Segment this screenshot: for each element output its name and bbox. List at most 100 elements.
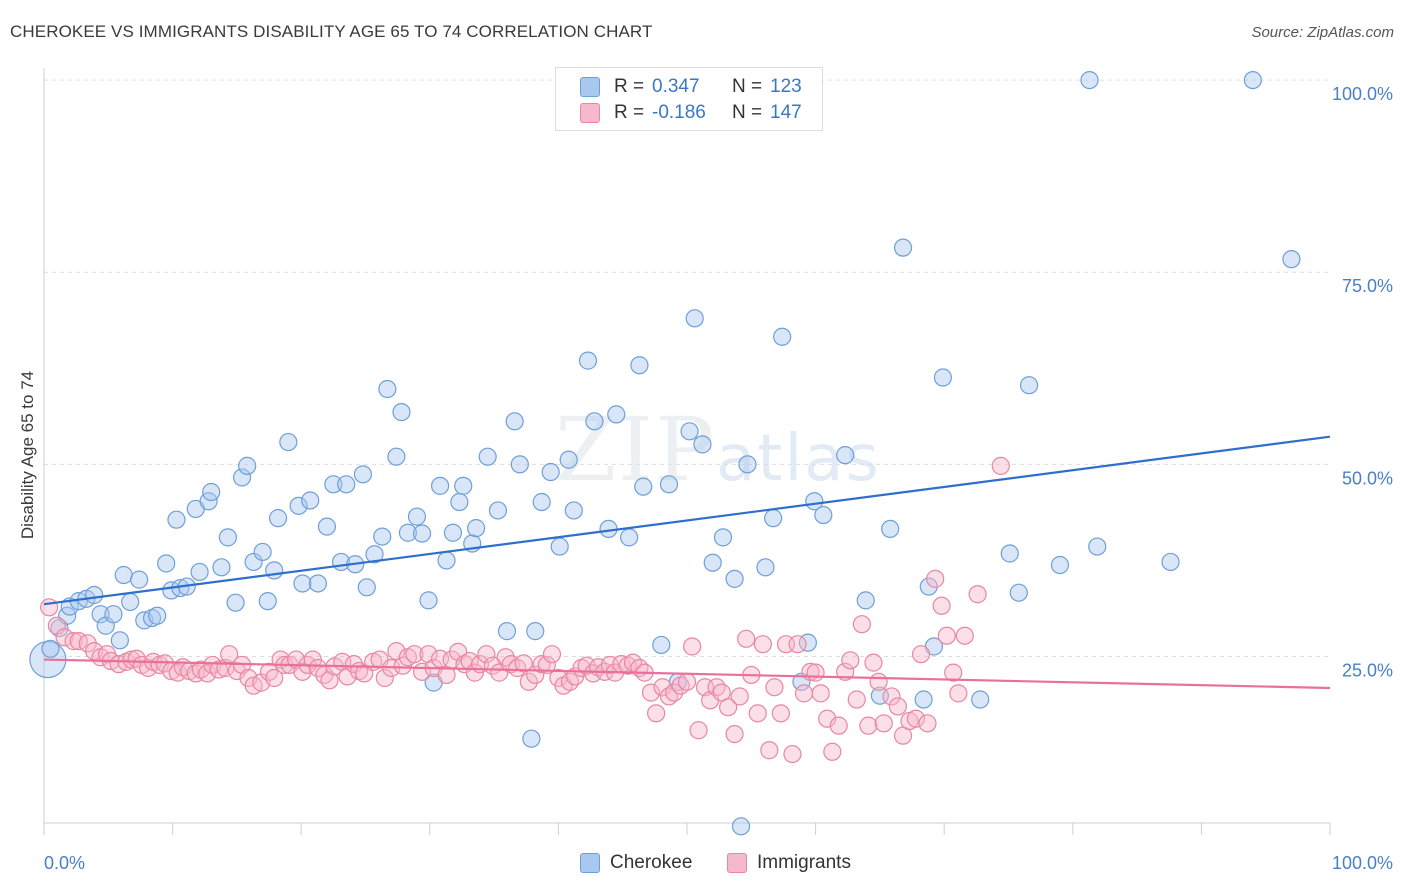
- immigrants-point-12: [122, 650, 141, 669]
- bottom-legend-immigrants[interactable]: Immigrants: [727, 852, 851, 874]
- cherokee-point-55: [407, 507, 427, 526]
- cherokee-point-83: [630, 356, 649, 375]
- cherokee-point-51: [378, 379, 397, 399]
- immigrants-point-20: [168, 663, 187, 682]
- tick-labels: 25.0% 50.0% 75.0% 100.0% 0.0% 100.0%: [44, 84, 1393, 873]
- y-tick-label-100: 100.0%: [1332, 84, 1393, 104]
- cherokee-point-76: [559, 450, 578, 469]
- cherokee-point-1: [41, 639, 60, 658]
- immigrants-point-118: [748, 704, 767, 723]
- immigrants-point-140: [874, 714, 893, 733]
- legend-r-value-cherokee: 0.347: [652, 76, 700, 97]
- immigrants-point-114: [725, 724, 744, 744]
- cherokee-point-43: [324, 475, 343, 494]
- immigrants-point-78: [514, 654, 533, 673]
- cherokee-point-93: [725, 569, 744, 588]
- trendlines: [43, 435, 1331, 690]
- watermark-zip: ZIP: [555, 398, 717, 501]
- y-tick-label-25: 25.0%: [1342, 660, 1393, 680]
- cherokee-point-120: [1243, 70, 1262, 90]
- cherokee-point-49: [365, 545, 384, 564]
- legend-n-label: N =: [732, 76, 763, 97]
- cherokee-point-30: [232, 468, 252, 487]
- cherokee-point-29: [226, 593, 245, 612]
- cherokee-point-104: [856, 591, 875, 610]
- immigrants-point-124: [783, 744, 802, 764]
- cherokee-point-61: [443, 523, 463, 542]
- cherokee-point-12: [114, 565, 133, 585]
- cherokee-point-106: [881, 519, 900, 539]
- immigrants-trendline: [43, 658, 1331, 690]
- cherokee-point-8: [91, 605, 110, 624]
- immigrants-point-122: [771, 704, 790, 723]
- cherokee-point-57: [419, 591, 438, 610]
- cherokee-point-79: [585, 412, 604, 431]
- cherokee-point-47: [353, 465, 373, 484]
- immigrants-point-3: [64, 632, 83, 651]
- cherokee-point-78: [578, 351, 598, 370]
- immigrants-point-108: [689, 721, 708, 740]
- bottom-legend-swatch-immigrants: [727, 853, 747, 873]
- cherokee-point-32: [244, 552, 263, 572]
- bottom-legend-label-immigrants: Immigrants: [757, 852, 851, 873]
- legend-n-value-cherokee: 123: [770, 76, 802, 97]
- cherokee-point-115: [1019, 376, 1039, 395]
- cherokee-points: [29, 70, 1301, 836]
- cherokee-point-71: [522, 729, 541, 748]
- cherokee-point-90: [693, 435, 712, 454]
- cherokee-point-98: [773, 327, 792, 346]
- cherokee-point-17: [148, 606, 167, 625]
- immigrants-point-145: [906, 709, 926, 728]
- bottom-legend-cherokee[interactable]: Cherokee: [580, 852, 692, 874]
- immigrants-point-86: [560, 672, 580, 691]
- legend-n-value-immigrants: 147: [770, 102, 802, 123]
- cherokee-point-31: [238, 456, 257, 475]
- immigrants-point-102: [653, 678, 672, 697]
- immigrants-point-104: [665, 683, 684, 702]
- cherokee-point-33: [253, 542, 272, 562]
- immigrants-point-82: [537, 655, 556, 675]
- immigrants-point-2: [55, 628, 74, 647]
- cherokee-point-97: [764, 509, 783, 528]
- immigrants-point-115: [730, 687, 749, 706]
- immigrants-point-141: [882, 687, 901, 706]
- cherokee-point-39: [293, 574, 312, 593]
- cherokee-point-68: [497, 622, 517, 641]
- immigrants-point-154: [968, 585, 987, 604]
- immigrants-point-132: [829, 716, 848, 735]
- immigrants-point-139: [869, 672, 888, 691]
- cherokee-point-54: [398, 523, 418, 542]
- cherokee-point-20: [167, 510, 186, 529]
- immigrants-point-106: [677, 672, 697, 691]
- cherokee-point-45: [337, 475, 356, 494]
- cherokee-point-41: [308, 574, 328, 593]
- immigrants-point-0: [40, 598, 59, 617]
- cherokee-point-112: [971, 690, 990, 709]
- immigrants-point-55: [375, 668, 394, 688]
- cherokee-point-82: [620, 528, 639, 547]
- immigrants-point-153: [955, 626, 974, 645]
- immigrants-point-146: [911, 645, 931, 664]
- cherokee-point-7: [85, 585, 104, 605]
- immigrants-point-131: [823, 742, 842, 761]
- immigrants-point-147: [918, 714, 937, 733]
- immigrants-point-79: [519, 672, 538, 691]
- source-label[interactable]: Source: ZipAtlas.com: [1251, 24, 1394, 41]
- immigrants-point-36: [265, 668, 284, 688]
- legend-row-immigrants: R = -0.186 N = 147: [580, 101, 802, 125]
- cherokee-point-59: [430, 476, 450, 495]
- cherokee-point-11: [110, 631, 129, 650]
- immigrants-point-128: [806, 663, 825, 682]
- immigrants-point-62: [419, 645, 438, 664]
- legend-n-label: N =: [732, 102, 763, 123]
- grid-lines: [44, 79, 1330, 657]
- cherokee-point-99: [792, 672, 811, 691]
- immigrants-point-111: [707, 678, 726, 697]
- immigrants-point-125: [788, 635, 807, 654]
- cherokee-point-14: [130, 570, 149, 589]
- immigrants-point-152: [949, 684, 968, 703]
- cherokee-point-77: [564, 501, 583, 520]
- cherokee-point-92: [713, 528, 733, 547]
- cherokee-point-119: [1161, 552, 1180, 572]
